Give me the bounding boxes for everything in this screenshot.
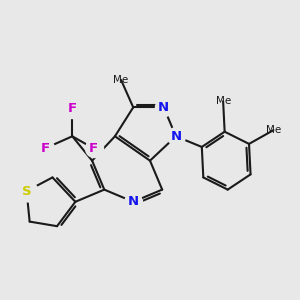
Text: N: N: [158, 101, 169, 114]
Text: Me: Me: [113, 75, 129, 85]
Text: Me: Me: [215, 96, 231, 106]
Text: F: F: [89, 142, 98, 155]
Text: F: F: [40, 142, 50, 155]
Text: N: N: [170, 130, 182, 143]
Text: F: F: [68, 102, 77, 116]
Text: Me: Me: [266, 125, 281, 135]
Text: N: N: [128, 195, 139, 208]
Text: S: S: [22, 184, 32, 198]
